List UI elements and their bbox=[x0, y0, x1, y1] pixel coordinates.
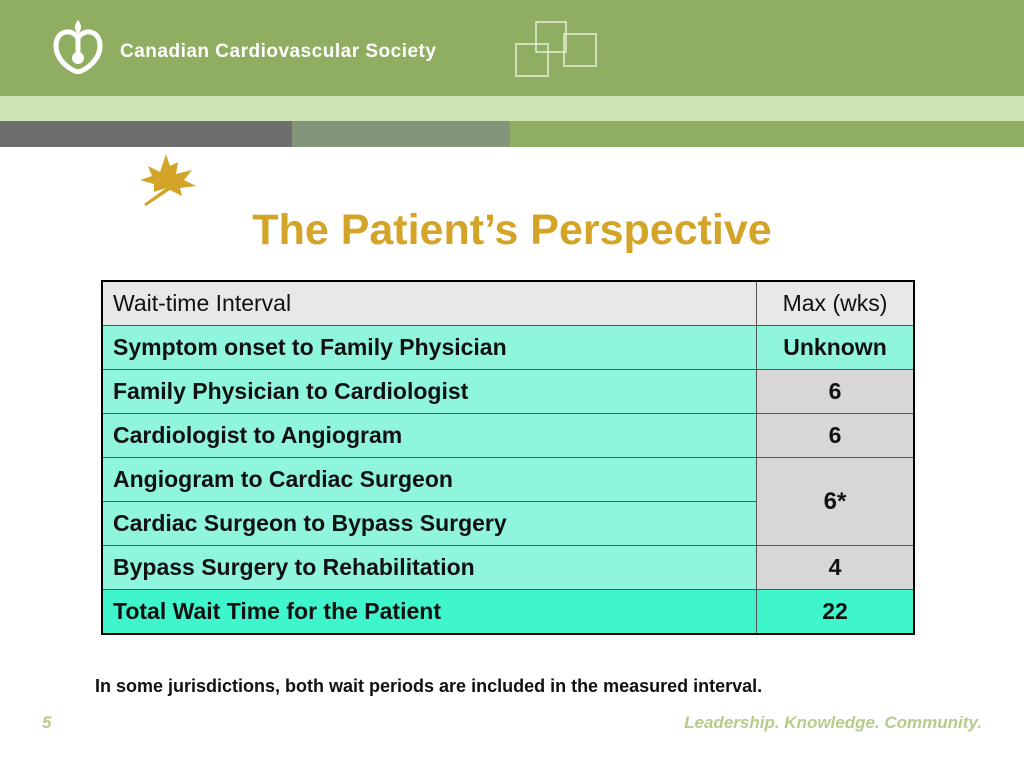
interval-max: 4 bbox=[756, 545, 915, 590]
interval-label: Cardiologist to Angiogram bbox=[101, 413, 757, 458]
table-row: Angiogram to Cardiac Surgeon 6* bbox=[101, 457, 915, 546]
interval-label: Cardiac Surgeon to Bypass Surgery bbox=[101, 501, 757, 546]
table-total-row: Total Wait Time for the Patient 22 bbox=[101, 589, 915, 635]
interval-label: Symptom onset to Family Physician bbox=[101, 325, 757, 370]
column-header-max: Max (wks) bbox=[756, 280, 915, 326]
header-bar-segment-gray bbox=[0, 121, 292, 147]
interval-label: Angiogram to Cardiac Surgeon bbox=[101, 457, 757, 502]
interval-label: Bypass Surgery to Rehabilitation bbox=[101, 545, 757, 590]
interval-max: 6* bbox=[756, 457, 915, 546]
interval-max: 6 bbox=[756, 413, 915, 458]
header-bar-segment-sage bbox=[292, 121, 510, 147]
interval-max: 6 bbox=[756, 369, 915, 414]
page-number: 5 bbox=[42, 713, 52, 732]
footnote: In some jurisdictions, both wait periods… bbox=[95, 676, 763, 696]
wait-time-table: Wait-time Interval Max (wks) Symptom ons… bbox=[101, 280, 915, 635]
total-label: Total Wait Time for the Patient bbox=[101, 589, 757, 635]
interval-max: Unknown bbox=[756, 325, 915, 370]
table-row: Cardiac Surgeon to Bypass Surgery bbox=[101, 501, 914, 546]
organization-name: Canadian Cardiovascular Society bbox=[120, 41, 437, 62]
table-row: Symptom onset to Family Physician Unknow… bbox=[101, 325, 915, 370]
decorative-squares-icon bbox=[515, 21, 597, 77]
table-row: Family Physician to Cardiologist 6 bbox=[101, 369, 915, 414]
table-header-row: Wait-time Interval Max (wks) bbox=[101, 280, 915, 326]
slide-title: The Patient’s Perspective bbox=[252, 206, 772, 254]
table-row: Bypass Surgery to Rehabilitation 4 bbox=[101, 545, 915, 590]
total-value: 22 bbox=[756, 589, 915, 635]
heart-logo-icon bbox=[53, 20, 103, 74]
table-row: Cardiologist to Angiogram 6 bbox=[101, 413, 915, 458]
interval-label: Family Physician to Cardiologist bbox=[101, 369, 757, 414]
maple-leaf-icon bbox=[140, 154, 196, 206]
header-band bbox=[0, 0, 1024, 96]
header-stripe bbox=[0, 96, 1024, 121]
tagline: Leadership. Knowledge. Community. bbox=[684, 713, 982, 732]
header-bar-segment-green bbox=[510, 121, 1024, 147]
column-header-interval: Wait-time Interval bbox=[101, 280, 757, 326]
